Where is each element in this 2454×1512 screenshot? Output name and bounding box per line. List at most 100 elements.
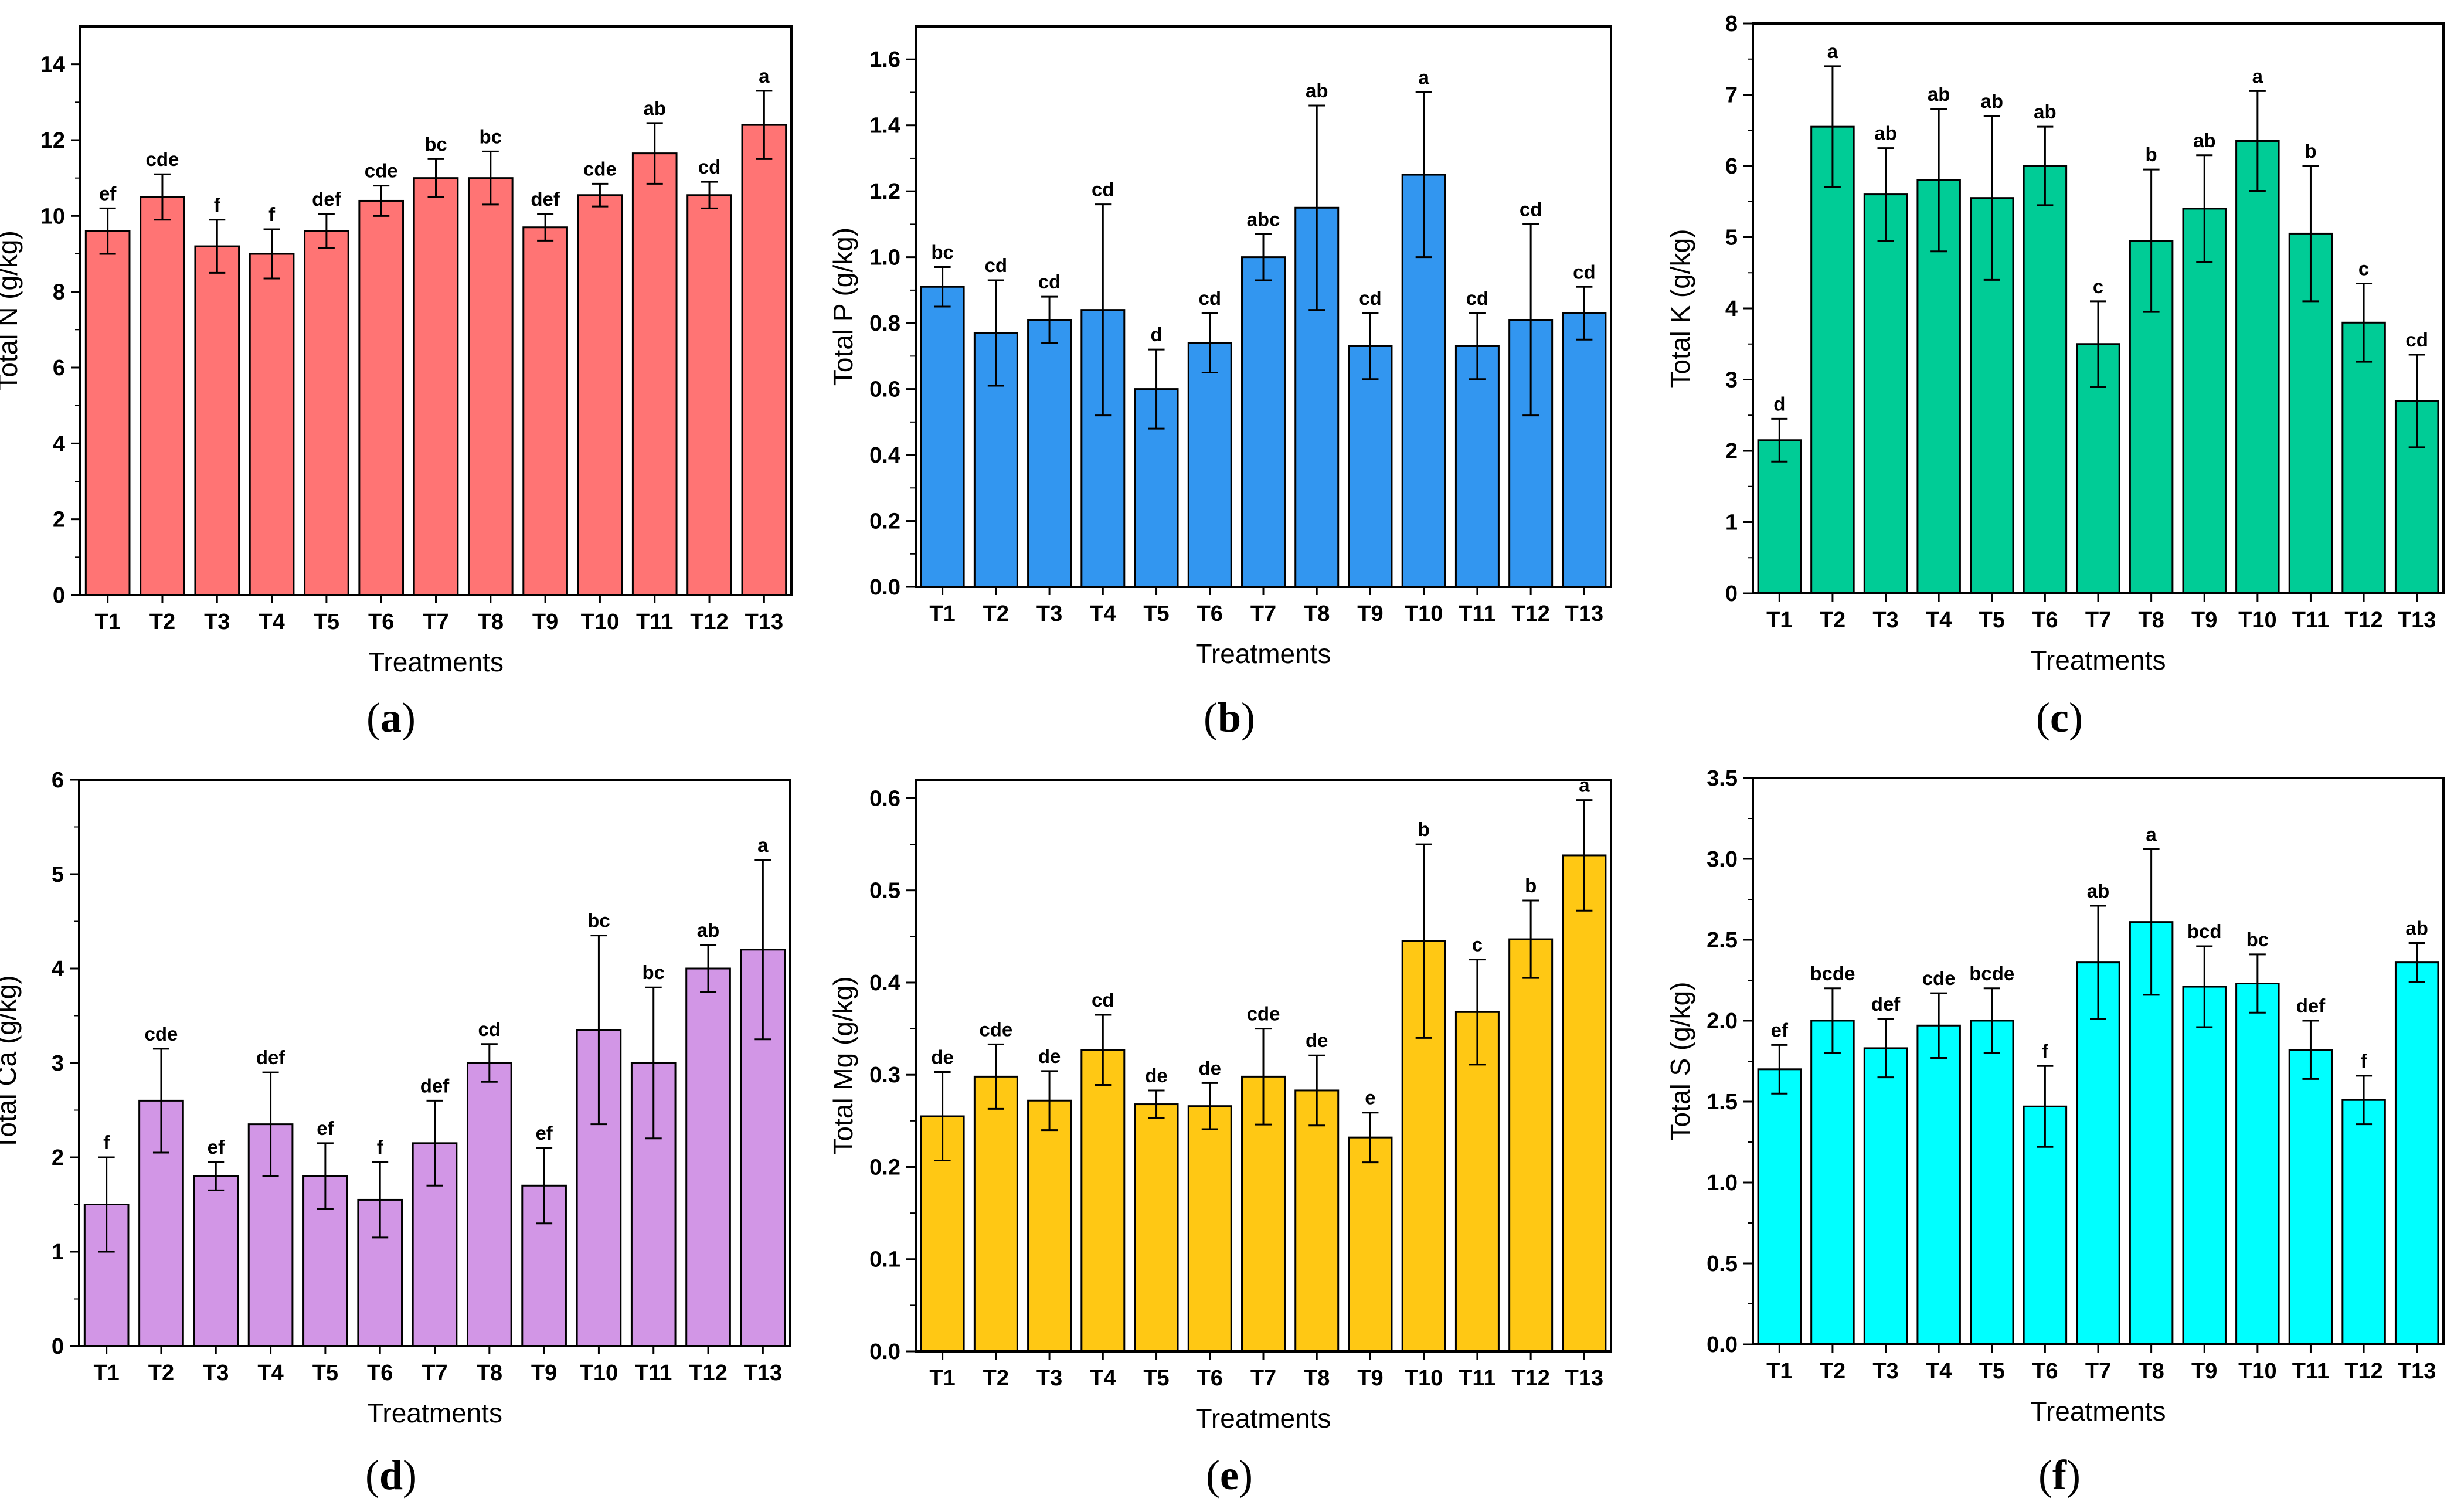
x-tick-label: T1 [929, 602, 955, 626]
x-tick-label: T6 [1197, 1366, 1223, 1391]
error-bar [1824, 987, 1841, 1054]
x-axis-label: Treatments [368, 647, 504, 677]
y-tick-label: 1.2 [869, 179, 900, 204]
significance-letter: f [103, 1132, 110, 1153]
y-tick-label: 1.5 [1707, 1090, 1738, 1115]
bar [2182, 208, 2227, 594]
error-bar [1148, 348, 1165, 430]
significance-letter: cd [1199, 287, 1222, 309]
y-tick-label: 0.1 [869, 1248, 900, 1272]
panel-label: (c) [2036, 694, 2083, 741]
x-tick-label: T2 [148, 1361, 174, 1385]
x-tick-label: T11 [2292, 608, 2329, 633]
y-tick-label: 8 [53, 280, 65, 305]
bar [193, 1175, 239, 1347]
error-bar [426, 1099, 443, 1187]
significance-letter: ab [1874, 123, 1897, 144]
bar [1187, 1105, 1232, 1353]
x-tick-label: T8 [477, 1361, 502, 1385]
significance-letter: ef [99, 182, 117, 204]
significance-letter: ab [643, 97, 666, 119]
bar [1294, 1089, 1340, 1353]
x-tick-label: T8 [1304, 1366, 1330, 1391]
error-bar [2356, 282, 2373, 363]
x-tick-label: T13 [1565, 602, 1603, 626]
bar [1241, 256, 1286, 588]
x-tick-label: T10 [580, 1361, 618, 1385]
y-tick-label: 0 [52, 1334, 64, 1359]
y-tick-label: 4 [1725, 297, 1738, 321]
error-bar [2249, 953, 2266, 1014]
bar [1348, 1136, 1393, 1353]
error-bar [1362, 312, 1379, 380]
y-tick-label: 3 [1725, 368, 1738, 393]
bar [1508, 938, 1554, 1353]
significance-letter: cd [1092, 989, 1114, 1011]
x-tick-label: T11 [1459, 1366, 1495, 1391]
chart-panel-d: f T1 cde T2 ef T3 def T4 ef T5 f T6 def T7 cd T8 ef T9 bc T… [0, 768, 791, 1499]
y-tick-label: 4 [52, 957, 64, 981]
error-bar [317, 1142, 334, 1211]
y-tick-label: 0.8 [869, 311, 900, 336]
error-bar [1415, 843, 1432, 1039]
x-tick-label: T9 [532, 610, 558, 634]
significance-letter: bcde [1969, 963, 2014, 984]
x-tick-label: T7 [1250, 602, 1276, 626]
error-bar [318, 213, 335, 249]
x-tick-label: T7 [2085, 1359, 2111, 1384]
significance-letter: ab [2405, 918, 2428, 939]
x-tick-label: T12 [1511, 1366, 1549, 1391]
y-tick-label: 0.0 [1707, 1333, 1738, 1357]
x-axis-label: Treatments [2031, 1396, 2166, 1426]
error-bar [1148, 1089, 1165, 1119]
error-bar [2037, 1065, 2054, 1148]
significance-letter: bcde [1810, 963, 1855, 984]
x-tick-label: T2 [1820, 1359, 1845, 1384]
bar [1562, 854, 1607, 1353]
x-tick-label: T4 [259, 610, 284, 634]
bar [466, 1062, 512, 1347]
y-tick-label: 3.5 [1707, 766, 1738, 791]
error-bar [645, 986, 662, 1140]
x-tick-label: T10 [1405, 602, 1443, 626]
error-bar [1095, 203, 1112, 417]
bar [1080, 1049, 1126, 1353]
error-bar [1877, 147, 1894, 242]
error-bar [934, 1071, 951, 1161]
bar [84, 230, 131, 596]
significance-letter: cd [1092, 179, 1114, 201]
bar [2182, 986, 2227, 1345]
significance-letter: ef [317, 1117, 334, 1139]
x-tick-label: T13 [744, 1361, 782, 1385]
plot-frame [1752, 22, 2445, 594]
error-bar [754, 859, 771, 1041]
x-tick-label: T2 [1820, 608, 1845, 633]
y-tick-label: 3 [52, 1051, 64, 1076]
x-tick-label: T4 [1926, 1359, 1952, 1384]
bar [686, 194, 732, 596]
significance-letter: d [1150, 324, 1162, 345]
plot-frame [1752, 777, 2445, 1345]
x-tick-label: T1 [929, 1366, 955, 1391]
x-tick-label: T4 [1090, 602, 1116, 626]
x-tick-label: T8 [478, 610, 504, 634]
significance-letter: cd [1520, 198, 1542, 220]
x-tick-label: T10 [2238, 1359, 2276, 1384]
error-bar [2302, 165, 2319, 303]
bar [1027, 1099, 1072, 1353]
bar [741, 124, 787, 596]
x-tick-label: T3 [204, 610, 230, 634]
error-bar [2090, 905, 2106, 1020]
error-bar [1201, 312, 1218, 373]
y-tick-label: 2.0 [1707, 1009, 1738, 1034]
chart-panel-b: bc T1 cd T2 cd T3 cd T4 d T5 cd T6 abc T7 ab T8 cd T9 a T10… [828, 25, 1612, 741]
y-tick-label: 1.0 [869, 246, 900, 270]
error-bar [1041, 295, 1058, 344]
bar [1916, 1024, 1961, 1345]
x-tick-label: T1 [94, 610, 120, 634]
y-tick-label: 0.4 [869, 443, 900, 468]
bar [973, 1075, 1018, 1353]
error-bar [1983, 115, 2000, 281]
x-axis-label: Treatments [2031, 645, 2166, 675]
x-tick-label: T6 [2032, 608, 2058, 633]
